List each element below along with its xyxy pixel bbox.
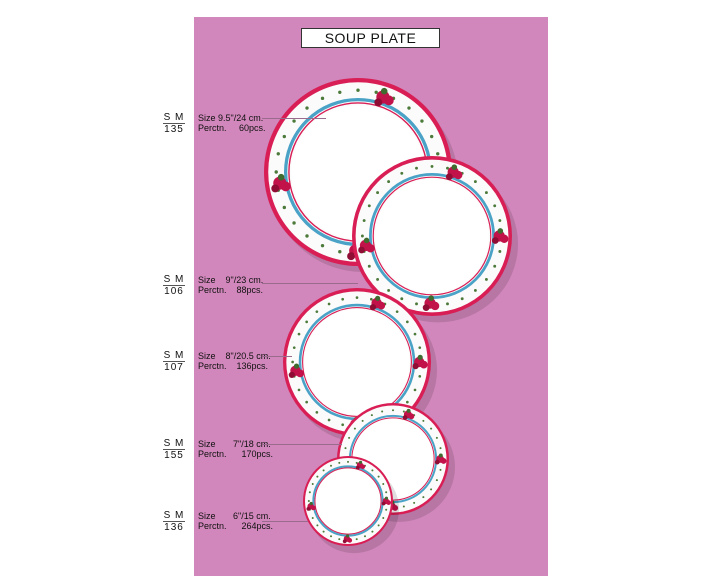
leader-line [262, 444, 342, 445]
page-title: SOUP PLATE [301, 28, 440, 48]
size-label: Size 7"/18 cm. [198, 439, 271, 449]
soup-plate [303, 456, 399, 554]
size-label: Size 9"/23 cm. [198, 275, 264, 285]
leader-line [262, 283, 358, 284]
size-label: Size 9.5"/24 cm. [198, 113, 264, 123]
item-code-107: S M 107 [163, 350, 185, 373]
leader-line [262, 118, 326, 119]
item-code-135: S M 135 [163, 112, 185, 135]
item-spec-135: Size 9.5"/24 cm. Perctn. 60pcs. [198, 113, 266, 133]
item-spec-107: Size 8"/20.5 cm. Perctn. 136pcs. [198, 351, 271, 371]
size-label: Size 8"/20.5 cm. [198, 351, 271, 361]
perctn-label: Perctn. 136pcs. [198, 361, 269, 371]
soup-plate [352, 156, 518, 323]
perctn-label: Perctn. 60pcs. [198, 123, 266, 133]
perctn-label: Perctn. 170pcs. [198, 449, 274, 459]
soup-plate [283, 288, 437, 443]
perctn-label: Perctn. 264pcs. [198, 521, 274, 531]
item-code-106: S M 106 [163, 274, 185, 297]
leader-line [262, 521, 308, 522]
item-code-136: S M 136 [163, 510, 185, 533]
perctn-label: Perctn. 88pcs. [198, 285, 264, 295]
item-spec-106: Size 9"/23 cm. Perctn. 88pcs. [198, 275, 263, 295]
item-spec-155: Size 7"/18 cm. Perctn. 170pcs. [198, 439, 273, 459]
size-label: Size 6"/15 cm. [198, 511, 271, 521]
item-code-155: S M 155 [163, 438, 185, 461]
leader-line [262, 356, 292, 357]
item-spec-136: Size 6"/15 cm. Perctn. 264pcs. [198, 511, 273, 531]
